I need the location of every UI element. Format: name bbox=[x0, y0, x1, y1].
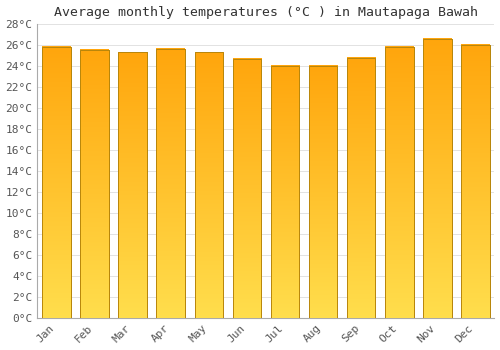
Bar bbox=[42, 47, 70, 318]
Bar bbox=[270, 66, 300, 318]
Bar bbox=[461, 45, 490, 318]
Bar bbox=[347, 57, 376, 318]
Bar bbox=[118, 52, 147, 318]
Bar bbox=[194, 52, 223, 318]
Bar bbox=[347, 57, 376, 318]
Bar bbox=[232, 58, 261, 318]
Bar bbox=[385, 47, 414, 318]
Bar bbox=[80, 50, 109, 318]
Bar bbox=[423, 38, 452, 318]
Bar bbox=[309, 66, 338, 318]
Bar bbox=[232, 58, 261, 318]
Bar bbox=[461, 45, 490, 318]
Bar bbox=[156, 49, 185, 318]
Bar bbox=[42, 47, 70, 318]
Title: Average monthly temperatures (°C ) in Mautapaga Bawah: Average monthly temperatures (°C ) in Ma… bbox=[54, 6, 478, 19]
Bar bbox=[156, 49, 185, 318]
Bar bbox=[423, 38, 452, 318]
Bar bbox=[270, 66, 300, 318]
Bar bbox=[80, 50, 109, 318]
Bar bbox=[309, 66, 338, 318]
Bar bbox=[118, 52, 147, 318]
Bar bbox=[385, 47, 414, 318]
Bar bbox=[194, 52, 223, 318]
